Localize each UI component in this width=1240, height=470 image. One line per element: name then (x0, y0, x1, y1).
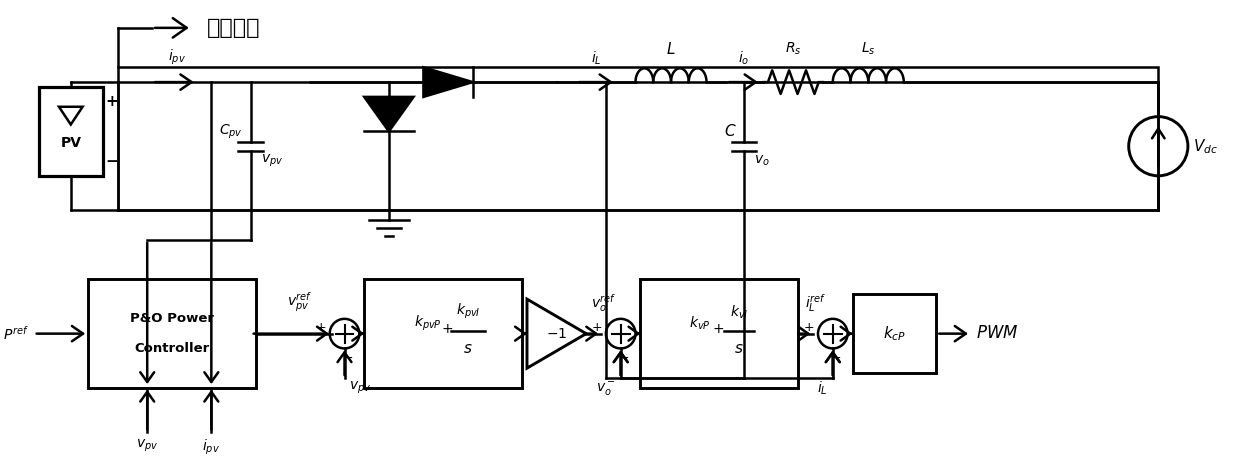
Bar (853, 294, 936, 373)
Text: $v_o$: $v_o$ (754, 154, 770, 168)
Bar (88, 279, 255, 388)
Text: 分析范围: 分析范围 (206, 18, 260, 38)
Text: $v_{pv}$: $v_{pv}$ (260, 153, 283, 169)
Text: $i_{pv}$: $i_{pv}$ (202, 437, 221, 456)
Text: $k_{vI}$: $k_{vI}$ (730, 304, 748, 321)
Text: Controller: Controller (134, 342, 210, 355)
Text: $i_o$: $i_o$ (738, 50, 750, 67)
Bar (118, 67, 1158, 211)
Text: −: − (342, 352, 352, 365)
Text: $v_{pv}$: $v_{pv}$ (350, 380, 372, 396)
Text: $v_{pv}$: $v_{pv}$ (136, 437, 159, 454)
Text: $P^{ref}$: $P^{ref}$ (2, 325, 29, 343)
Text: $i_L$: $i_L$ (590, 50, 601, 67)
Text: −: − (619, 352, 629, 365)
Text: $L$: $L$ (666, 41, 676, 57)
Text: $i_L^{ref}$: $i_L^{ref}$ (805, 292, 826, 314)
Text: PV: PV (61, 136, 82, 150)
Text: $k_{pvP}$: $k_{pvP}$ (414, 314, 443, 333)
Text: $s$: $s$ (463, 342, 472, 355)
Text: +: + (591, 321, 601, 334)
Bar (365, 279, 522, 388)
Text: +: + (804, 321, 813, 334)
Text: $v_o^{ref}$: $v_o^{ref}$ (590, 292, 616, 314)
Polygon shape (365, 97, 414, 132)
Text: $k_{pvI}$: $k_{pvI}$ (455, 302, 480, 321)
Text: $k_{cP}$: $k_{cP}$ (883, 324, 906, 343)
Text: $L_s$: $L_s$ (861, 41, 875, 57)
Text: $v_{pv}^{ref}$: $v_{pv}^{ref}$ (288, 290, 312, 314)
Text: $i_{pv}$: $i_{pv}$ (167, 48, 186, 67)
Text: $s$: $s$ (734, 342, 744, 355)
Text: P&O Power: P&O Power (130, 313, 213, 325)
Text: $C_{pv}$: $C_{pv}$ (219, 122, 243, 141)
Bar (38, 87, 103, 176)
Text: −: − (105, 154, 119, 169)
Text: $V_{dc}$: $V_{dc}$ (1193, 137, 1218, 156)
Text: $R_s$: $R_s$ (785, 41, 801, 57)
Text: −: − (831, 352, 841, 365)
Text: $PWM$: $PWM$ (976, 325, 1018, 342)
Text: +: + (315, 321, 326, 334)
Text: $k_{vP}$: $k_{vP}$ (688, 315, 711, 332)
Text: $i_L$: $i_L$ (817, 380, 828, 398)
Text: $v_o^-$: $v_o^-$ (596, 380, 616, 398)
Text: +: + (105, 94, 119, 110)
Text: $C$: $C$ (723, 124, 737, 140)
Polygon shape (423, 67, 472, 97)
Bar (640, 279, 799, 388)
Text: $+$: $+$ (713, 321, 724, 336)
Text: $-1$: $-1$ (546, 327, 567, 341)
Text: $+$: $+$ (441, 321, 454, 336)
